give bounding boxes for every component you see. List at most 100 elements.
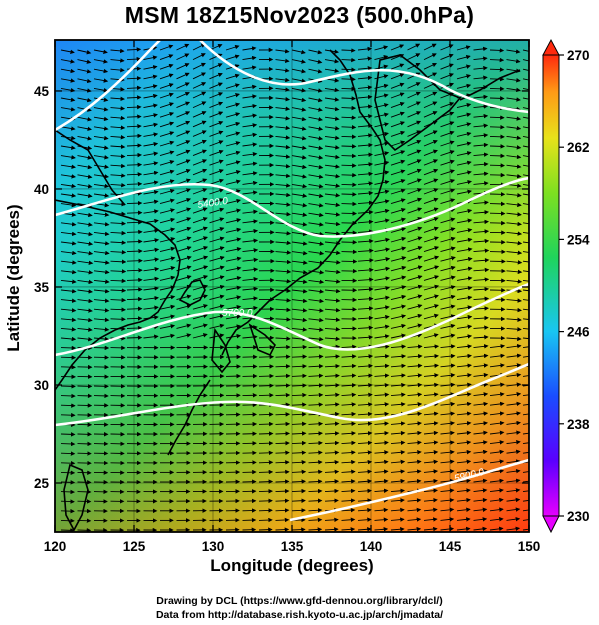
wind-arrow <box>423 62 438 70</box>
wind-arrow <box>291 412 307 417</box>
wind-arrow <box>143 180 159 185</box>
wind-arrow <box>77 145 93 151</box>
wind-arrow <box>209 188 225 195</box>
wind-arrow <box>143 113 158 118</box>
wind-arrow <box>225 208 242 214</box>
wind-arrow <box>374 208 390 214</box>
wind-arrow <box>374 112 389 118</box>
wind-arrow <box>77 298 93 304</box>
wind-arrow <box>176 333 192 339</box>
wind-arrow <box>324 68 340 73</box>
wind-arrow <box>308 270 325 275</box>
wind-arrow <box>225 121 241 128</box>
wind-arrow <box>308 145 324 151</box>
wind-arrow <box>126 66 142 71</box>
wind-arrow <box>308 298 324 304</box>
wind-arrow <box>291 164 307 170</box>
y-tick-label: 30 <box>34 378 49 393</box>
wind-arrow <box>110 288 127 293</box>
wind-arrow <box>357 421 373 426</box>
wind-arrow <box>77 193 93 199</box>
map-title: MSM 18Z15Nov2023 (500.0hPa) <box>124 2 475 28</box>
wind-arrow <box>110 163 126 169</box>
wind-arrow <box>143 122 159 128</box>
wind-arrow <box>456 45 471 51</box>
wind-arrow <box>192 207 208 214</box>
wind-arrow <box>77 164 93 170</box>
wind-arrow <box>225 93 240 99</box>
wind-arrow <box>209 101 224 109</box>
wind-arrow <box>456 131 472 137</box>
wind-arrow <box>506 231 523 236</box>
wind-arrow <box>357 219 374 225</box>
wind-arrow <box>242 267 259 272</box>
wind-arrow <box>192 323 208 329</box>
wind-arrow <box>275 96 290 102</box>
wind-arrow <box>60 441 76 447</box>
wind-arrow <box>60 97 76 102</box>
wind-arrow <box>308 49 323 55</box>
wind-arrow <box>324 450 340 455</box>
wind-arrow <box>126 325 143 331</box>
wind-arrow <box>506 125 522 131</box>
wind-arrow <box>176 197 192 205</box>
wind-arrow <box>473 75 488 81</box>
wind-arrow <box>456 305 473 310</box>
wind-arrow <box>522 231 529 234</box>
wind-arrow <box>390 344 407 349</box>
wind-arrow <box>324 363 340 369</box>
wind-arrow <box>176 188 191 195</box>
wind-arrow <box>390 198 406 205</box>
wind-arrow <box>324 116 340 121</box>
wind-arrow <box>126 133 142 139</box>
wind-arrow <box>110 67 125 73</box>
y-tick-label: 35 <box>34 280 50 295</box>
wind-arrow <box>60 174 76 179</box>
wind-arrow <box>225 112 241 118</box>
wind-arrow <box>506 363 522 368</box>
wind-arrow <box>192 149 207 157</box>
wind-arrow <box>341 201 357 207</box>
wind-arrow <box>506 145 522 150</box>
wind-arrow <box>77 336 93 342</box>
wind-arrow <box>159 275 176 281</box>
wind-arrow <box>489 344 506 349</box>
wind-arrow <box>291 392 307 398</box>
wind-arrow <box>176 275 192 281</box>
wind-arrow <box>522 289 529 292</box>
wind-arrow <box>275 440 290 446</box>
wind-arrow <box>93 317 110 323</box>
wind-arrow <box>456 218 473 224</box>
wind-arrow <box>390 111 405 118</box>
wind-arrow <box>225 266 242 272</box>
wind-arrow <box>159 83 174 89</box>
wind-arrow <box>225 324 242 329</box>
wind-arrow <box>225 179 241 185</box>
wind-arrow <box>506 343 522 349</box>
wind-arrow <box>407 440 422 445</box>
wind-arrow <box>143 218 159 224</box>
wind-arrow <box>522 78 529 81</box>
wind-arrow <box>192 236 208 243</box>
wind-arrow <box>176 91 190 99</box>
wind-arrow <box>456 179 472 185</box>
wind-arrow <box>176 246 192 253</box>
wind-arrow <box>126 56 142 62</box>
wind-arrow <box>209 130 224 137</box>
wind-arrow <box>60 355 77 360</box>
wind-arrow <box>143 257 160 262</box>
wind-arrow <box>473 229 490 234</box>
wind-arrow <box>324 307 341 313</box>
wind-arrow <box>423 101 438 109</box>
y-axis-label: Latitude (degrees) <box>4 204 23 352</box>
wind-arrow <box>473 449 488 455</box>
wind-arrow <box>456 266 473 272</box>
wind-arrow <box>242 257 259 263</box>
wind-arrow <box>374 189 390 195</box>
wind-arrow <box>473 286 490 292</box>
wind-arrow <box>126 296 143 302</box>
wind-arrow <box>110 96 125 102</box>
colorbar-tick-label: 230 <box>567 509 590 524</box>
wind-arrow <box>473 363 489 368</box>
wind-arrow <box>374 151 390 157</box>
